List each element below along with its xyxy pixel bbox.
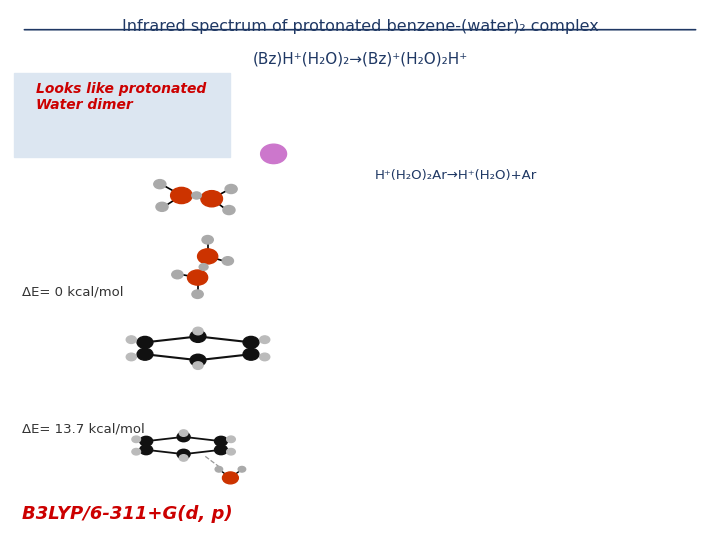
Circle shape	[193, 362, 203, 369]
Circle shape	[238, 467, 246, 472]
Circle shape	[137, 348, 153, 360]
Circle shape	[260, 353, 270, 361]
Text: ΔE= 0 kcal/mol: ΔE= 0 kcal/mol	[22, 285, 123, 298]
Circle shape	[260, 336, 270, 343]
Text: ΔE= 13.7 kcal/mol: ΔE= 13.7 kcal/mol	[22, 423, 144, 436]
Circle shape	[225, 185, 237, 193]
Circle shape	[243, 348, 259, 360]
Text: (Bz)H⁺(H₂O)₂→(Bz)⁺(H₂O)₂H⁺: (Bz)H⁺(H₂O)₂→(Bz)⁺(H₂O)₂H⁺	[253, 51, 467, 66]
Circle shape	[177, 449, 190, 459]
Text: B3LYP/6-311+G(d, p): B3LYP/6-311+G(d, p)	[22, 505, 233, 523]
Circle shape	[179, 430, 188, 436]
Circle shape	[192, 192, 202, 199]
Circle shape	[179, 455, 188, 461]
Text: H⁺(H₂O)₂Ar→H⁺(H₂O)+Ar: H⁺(H₂O)₂Ar→H⁺(H₂O)+Ar	[374, 169, 536, 182]
Circle shape	[126, 336, 136, 343]
Circle shape	[261, 144, 287, 164]
Circle shape	[137, 336, 153, 348]
Circle shape	[223, 206, 235, 214]
Text: Looks like protonated
Water dimer: Looks like protonated Water dimer	[36, 82, 206, 112]
Circle shape	[215, 445, 228, 455]
Circle shape	[222, 256, 233, 265]
Circle shape	[187, 270, 207, 285]
Circle shape	[140, 436, 153, 446]
Circle shape	[243, 336, 259, 348]
Circle shape	[202, 235, 213, 244]
Circle shape	[140, 445, 153, 455]
Circle shape	[172, 271, 183, 279]
Text: Infrared spectrum of protonated benzene-(water)₂ complex: Infrared spectrum of protonated benzene-…	[122, 19, 598, 34]
Circle shape	[192, 290, 203, 299]
Circle shape	[177, 432, 190, 442]
Circle shape	[215, 436, 228, 446]
Circle shape	[171, 187, 192, 204]
Circle shape	[201, 191, 222, 207]
Circle shape	[222, 472, 238, 484]
Circle shape	[227, 448, 235, 455]
Circle shape	[197, 249, 217, 264]
FancyBboxPatch shape	[14, 73, 230, 157]
Circle shape	[190, 354, 206, 366]
Circle shape	[132, 448, 140, 455]
Circle shape	[215, 467, 222, 472]
Circle shape	[199, 264, 208, 271]
Circle shape	[126, 353, 136, 361]
Circle shape	[154, 180, 166, 188]
Circle shape	[190, 330, 206, 342]
Circle shape	[132, 436, 140, 443]
Circle shape	[193, 327, 203, 335]
Circle shape	[227, 436, 235, 443]
Circle shape	[156, 202, 168, 211]
